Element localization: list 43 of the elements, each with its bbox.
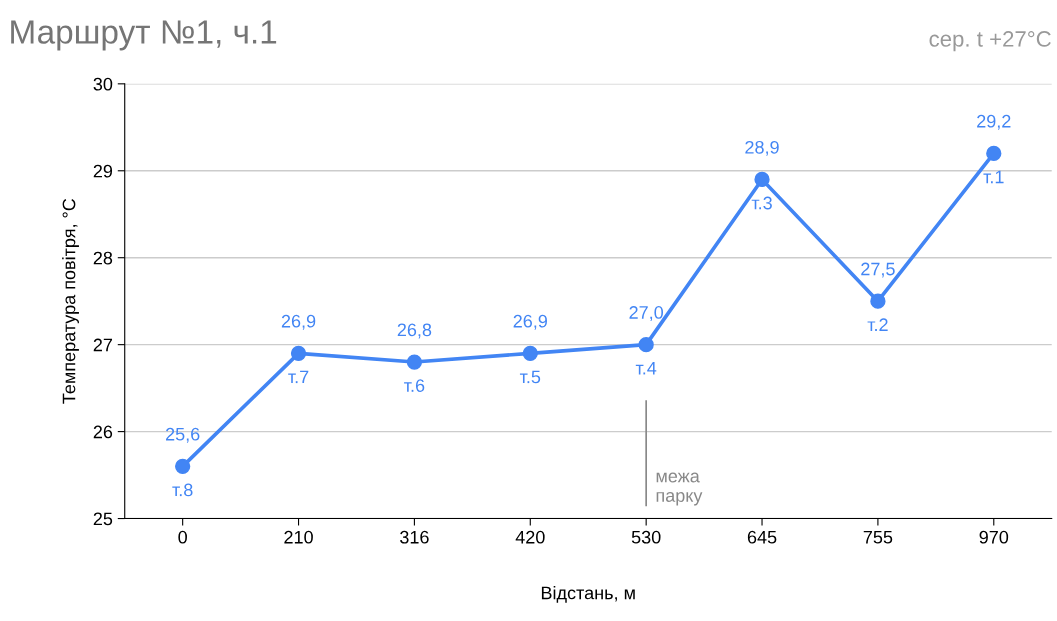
annotation: т.3 (751, 196, 772, 210)
data-label: 26,9 (281, 314, 316, 330)
point (522, 345, 538, 361)
y-axis-title: Температура повітря, °C (62, 198, 79, 404)
data-label: 27,0 (629, 306, 664, 321)
annotation: т.7 (288, 370, 309, 384)
y-tick-label: 29 (93, 164, 113, 178)
point (754, 171, 770, 188)
annotation: т.8 (172, 483, 193, 497)
point (175, 458, 191, 475)
annotation: т.2 (867, 318, 888, 331)
x-tick-label: 210 (284, 530, 313, 544)
point (986, 145, 1002, 162)
point (638, 337, 654, 353)
x-axis-title: Відстань, м (541, 586, 635, 603)
chart-title: Маршрут №1, ч.1 (11, 20, 277, 51)
point (290, 345, 307, 361)
data-label: 26,9 (513, 314, 547, 330)
data-label: 26,8 (397, 323, 432, 339)
point (870, 293, 886, 309)
annotation: т.6 (404, 379, 425, 392)
x-tick-label: 970 (979, 530, 1009, 544)
data-label: 29,2 (977, 114, 1011, 130)
y-tick-label: 28 (93, 251, 113, 265)
x-tick-label: 755 (863, 531, 893, 544)
data-label: 27,5 (861, 262, 895, 278)
y-tick-label: 25 (93, 512, 113, 526)
annotation: т.1 (983, 170, 1004, 184)
x-tick-label: 645 (747, 530, 777, 544)
y-tick-label: 26 (93, 425, 113, 439)
y-tick-label: 27 (93, 338, 113, 352)
chart-subtitle: сер. t +27°C (929, 31, 1051, 52)
data-label: 28,9 (745, 140, 779, 156)
x-tick-label: 420 (515, 530, 545, 544)
x-tick-label: 530 (631, 530, 661, 544)
annotation: т.4 (635, 361, 657, 375)
annotation: т.5 (519, 370, 541, 384)
x-tick-label: 0 (178, 530, 187, 544)
ref-line-label: межа парку (656, 472, 703, 506)
data-label: 25,6 (166, 427, 200, 443)
y-tick-label: 30 (93, 77, 113, 91)
x-tick-label: 316 (400, 530, 429, 544)
point (406, 354, 423, 370)
